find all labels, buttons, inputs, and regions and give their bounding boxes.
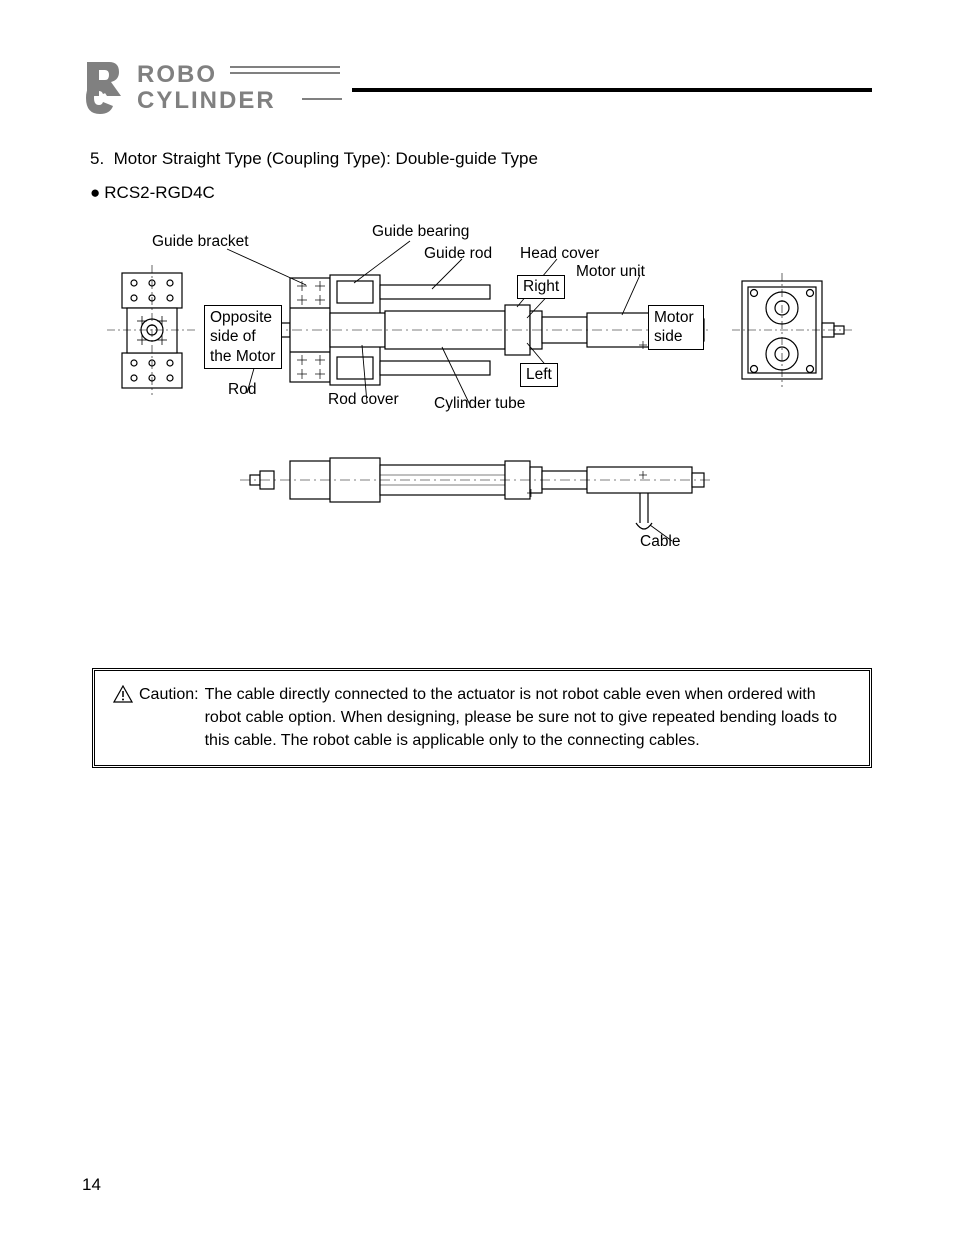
model-name: ●RCS2-RGD4C [90,183,872,203]
label-cable: Cable [640,533,681,551]
caution-box: Caution: The cable directly connected to… [92,668,872,768]
label-head-cover: Head cover [520,245,599,263]
label-opposite: Opposite side of the Motor [204,305,282,369]
label-left: Left [520,363,558,387]
label-guide-bearing: Guide bearing [372,223,469,241]
logo-text-1: ROBO [137,61,217,88]
right-end-view [732,273,852,387]
label-cylinder-tube: Cylinder tube [434,395,525,413]
label-right: Right [517,275,565,299]
bottom-view [240,458,712,529]
page-header: ROBO CYLINDER [82,60,872,119]
caution-text: The cable directly connected to the actu… [205,683,851,753]
label-rod-cover: Rod cover [328,391,399,409]
technical-diagram: Guide bracket Guide bearing Guide rod He… [92,223,872,623]
bullet-icon: ● [90,183,100,202]
label-motor-side: Motor side [648,305,704,350]
left-end-view [107,265,197,395]
robo-cylinder-logo: ROBO CYLINDER [82,60,342,119]
caution-label: Caution: [139,683,199,706]
logo-text-2: CYLINDER [137,87,276,114]
section-title: 5. Motor Straight Type (Coupling Type): … [90,149,872,169]
label-guide-rod: Guide rod [424,245,492,263]
page-number: 14 [82,1175,101,1195]
label-guide-bracket: Guide bracket [152,233,249,251]
header-divider [352,88,872,92]
label-motor-unit: Motor unit [576,263,645,281]
main-side-view [212,275,712,385]
label-rod: Rod [228,381,256,399]
warning-icon [113,685,133,710]
